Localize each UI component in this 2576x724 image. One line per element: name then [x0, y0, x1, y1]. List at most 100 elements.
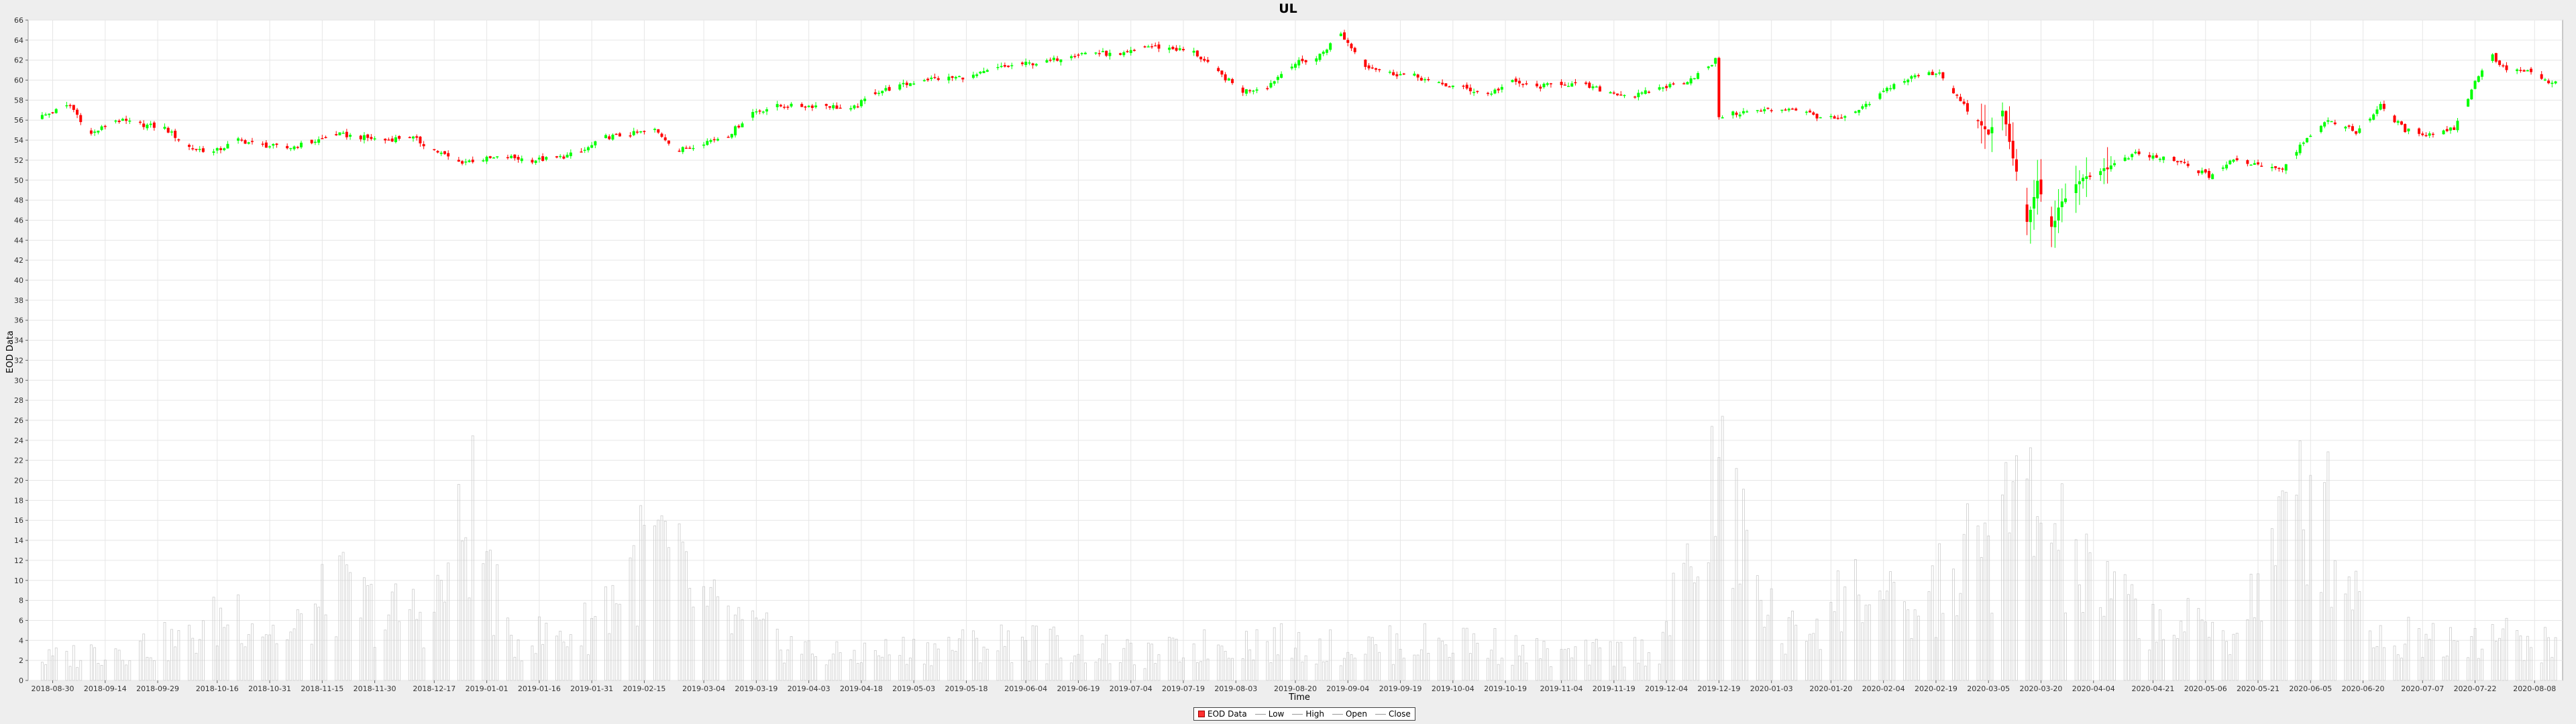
legend-item-high: High — [1292, 709, 1324, 719]
volume-bar — [1819, 649, 1822, 681]
volume-bar — [2333, 560, 2337, 681]
legend-label: Close — [1389, 709, 1411, 719]
candle-down — [1182, 49, 1185, 50]
volume-bar — [286, 639, 289, 681]
candle-up — [163, 127, 166, 129]
candle-up — [814, 105, 818, 107]
volume-bar — [783, 662, 786, 681]
volume-bar — [1689, 566, 1693, 681]
candle-up — [859, 100, 863, 107]
volume-bar — [800, 654, 804, 681]
volume-bar — [44, 664, 47, 681]
volume-bar — [936, 648, 940, 681]
candle-up — [2309, 135, 2312, 137]
candle-down — [1150, 46, 1154, 48]
x-tick-label: 2019-08-20 — [1274, 684, 1317, 693]
volume-bar — [751, 610, 755, 681]
candle-up — [289, 147, 292, 149]
candle-down — [2281, 168, 2284, 170]
candle-down — [1955, 95, 1959, 96]
volume-bar — [390, 591, 394, 681]
volume-bar — [1059, 658, 1063, 681]
x-tick-label: 2019-03-19 — [735, 684, 777, 693]
candle-down — [1020, 62, 1024, 64]
candle-down — [244, 140, 247, 144]
volume-bar — [1878, 591, 1882, 681]
volume-bar — [2375, 646, 2379, 681]
volume-bar — [1570, 657, 1574, 681]
candle-down — [1175, 48, 1178, 51]
candle-up — [2491, 54, 2494, 61]
volume-bar — [594, 616, 597, 681]
candle-down — [1353, 48, 1356, 52]
candle-up — [373, 138, 376, 139]
candle-up — [93, 131, 97, 133]
candle-down — [321, 137, 324, 139]
volume-bar — [1427, 652, 1430, 681]
volume-bar — [195, 652, 198, 681]
candle-up — [611, 134, 614, 140]
volume-bar — [1812, 633, 1815, 681]
volume-bar — [692, 607, 695, 681]
volume-bar — [1599, 647, 1601, 681]
volume-bar — [1910, 638, 1913, 681]
candle-up — [2396, 121, 2400, 123]
candle-down — [828, 106, 831, 108]
volume-bar — [1290, 658, 1293, 681]
volume-bar — [604, 586, 607, 681]
candle-up — [947, 76, 951, 80]
candle-down — [2204, 169, 2207, 173]
volume-bar — [1301, 662, 1304, 681]
volume-bar — [2078, 584, 2081, 681]
candle-down — [1049, 60, 1052, 61]
candle-down — [541, 156, 545, 161]
y-tick-label: 48 — [14, 196, 23, 205]
candle-down — [419, 136, 422, 143]
x-tick-label: 2019-08-03 — [1214, 684, 1257, 693]
candle-up — [2270, 167, 2273, 168]
candle-down — [2382, 103, 2385, 109]
candle-up — [1741, 111, 1745, 114]
candle-down — [1248, 90, 1252, 92]
volume-bar — [2159, 609, 2161, 681]
volume-bar — [614, 603, 618, 681]
volume-bar — [317, 607, 321, 681]
volume-bar — [461, 540, 464, 681]
volume-bar — [1105, 634, 1108, 681]
candle-down — [1833, 116, 1836, 119]
candle-up — [2526, 70, 2529, 72]
candle-down — [1770, 110, 1773, 111]
candle-down — [1790, 108, 1794, 110]
candle-up — [594, 141, 597, 145]
legend-label: Open — [1345, 709, 1368, 719]
candle-up — [338, 132, 341, 135]
candle-down — [555, 156, 558, 158]
volume-bar — [2498, 638, 2501, 681]
candle-up — [1689, 78, 1693, 84]
candle-down — [1465, 84, 1468, 89]
volume-bar — [716, 596, 719, 681]
candle-up — [1819, 117, 1822, 119]
volume-bar — [1266, 641, 1269, 681]
volume-bar — [1350, 654, 1353, 681]
volume-bar — [2277, 496, 2281, 681]
volume-bar — [1640, 640, 1644, 681]
volume-bar — [2326, 451, 2330, 681]
y-tick-label: 56 — [14, 116, 23, 125]
candle-down — [461, 161, 464, 164]
candle-up — [975, 74, 979, 76]
candle-down — [335, 134, 338, 135]
candle-up — [496, 156, 499, 158]
volume-bar — [1462, 627, 1465, 681]
candle-down — [2008, 123, 2011, 142]
volume-bar — [1616, 642, 1619, 681]
volume-bar — [366, 585, 370, 681]
candle-up — [559, 156, 562, 158]
volume-bar — [566, 646, 569, 681]
candle-down — [1525, 83, 1528, 84]
volume-bar — [1619, 642, 1623, 681]
volume-bar — [1375, 644, 1377, 681]
candle-down — [1367, 65, 1371, 69]
candle-down — [1143, 46, 1146, 48]
candle-down — [2025, 204, 2029, 222]
